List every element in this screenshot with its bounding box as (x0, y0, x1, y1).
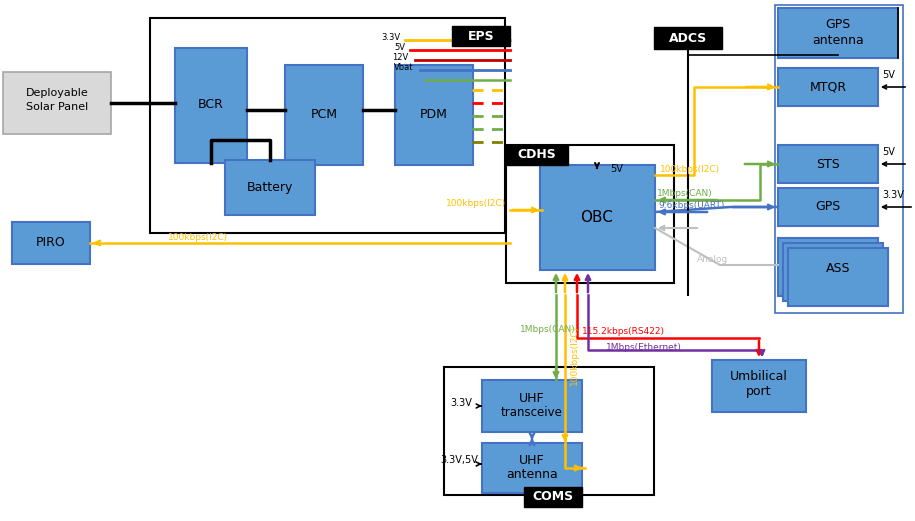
Text: GPS: GPS (815, 201, 841, 214)
Bar (395, 65, 473, 165)
Text: transceive: transceive (501, 405, 563, 418)
Text: OBC: OBC (580, 209, 613, 225)
Text: ADCS: ADCS (669, 31, 707, 44)
Text: 1Mbps(CAN): 1Mbps(CAN) (657, 190, 713, 199)
Bar (778, 238, 878, 296)
Bar (654, 27, 722, 49)
Text: EPS: EPS (468, 30, 494, 43)
Text: port: port (747, 384, 771, 398)
Text: 3.3V: 3.3V (882, 190, 904, 200)
Text: PCM: PCM (310, 108, 338, 121)
Text: Vbat: Vbat (393, 63, 413, 71)
Bar (506, 145, 568, 165)
Text: PIRO: PIRO (36, 237, 66, 250)
Bar (778, 145, 878, 183)
Bar (12, 222, 90, 264)
Bar (482, 380, 582, 432)
Text: 100kbps(I2C): 100kbps(I2C) (446, 199, 506, 207)
Text: 1Mbps(Ethernet): 1Mbps(Ethernet) (606, 342, 682, 352)
Bar (712, 360, 806, 412)
Bar (775, 5, 903, 313)
Text: 5V: 5V (882, 70, 895, 80)
Bar (3, 72, 111, 134)
Text: CDHS: CDHS (518, 148, 556, 162)
Text: 100kbps(I2C): 100kbps(I2C) (570, 325, 579, 385)
Text: 5V: 5V (610, 164, 623, 174)
Bar (444, 367, 654, 495)
Bar (175, 48, 247, 163)
Text: 12V: 12V (392, 53, 408, 61)
Text: Deployable: Deployable (26, 88, 89, 98)
Text: Solar Panel: Solar Panel (26, 102, 88, 112)
Text: 5V: 5V (882, 147, 895, 157)
Bar (778, 8, 898, 58)
Text: COMS: COMS (533, 490, 574, 503)
Text: 115.2kbps(RS422): 115.2kbps(RS422) (582, 327, 665, 336)
Text: 1Mbps(CAN): 1Mbps(CAN) (520, 326, 576, 334)
Text: 100kbps(I2C): 100kbps(I2C) (168, 232, 228, 242)
Bar (150, 18, 505, 233)
Bar (452, 26, 510, 46)
Text: STS: STS (816, 157, 840, 170)
Text: MTQR: MTQR (810, 81, 846, 93)
Bar (778, 188, 878, 226)
Text: ASS: ASS (825, 262, 850, 275)
Text: UHF: UHF (519, 391, 544, 404)
Text: 3.3V,5V: 3.3V,5V (440, 455, 478, 465)
Text: PDM: PDM (420, 108, 448, 121)
Text: antenna: antenna (813, 33, 864, 46)
Bar (285, 65, 363, 165)
Text: 5V: 5V (394, 43, 405, 52)
Text: BCR: BCR (198, 98, 224, 111)
Bar (506, 145, 674, 283)
Text: Battery: Battery (247, 181, 293, 194)
Bar (540, 165, 655, 270)
Bar (778, 68, 878, 106)
Bar (788, 248, 888, 306)
Text: GPS: GPS (825, 19, 851, 31)
Text: Umbilical: Umbilical (730, 370, 788, 383)
Bar (524, 487, 582, 507)
Text: 3.3V: 3.3V (450, 398, 472, 408)
Text: Analog: Analog (697, 254, 728, 264)
Bar (225, 160, 315, 215)
Text: 100kbps(I2C): 100kbps(I2C) (660, 165, 720, 173)
Text: 9.6kbps(UART): 9.6kbps(UART) (658, 201, 725, 209)
Bar (482, 443, 582, 493)
Text: antenna: antenna (506, 468, 558, 481)
Bar (783, 243, 883, 301)
Text: 3.3V: 3.3V (381, 32, 400, 42)
Text: UHF: UHF (519, 453, 544, 466)
